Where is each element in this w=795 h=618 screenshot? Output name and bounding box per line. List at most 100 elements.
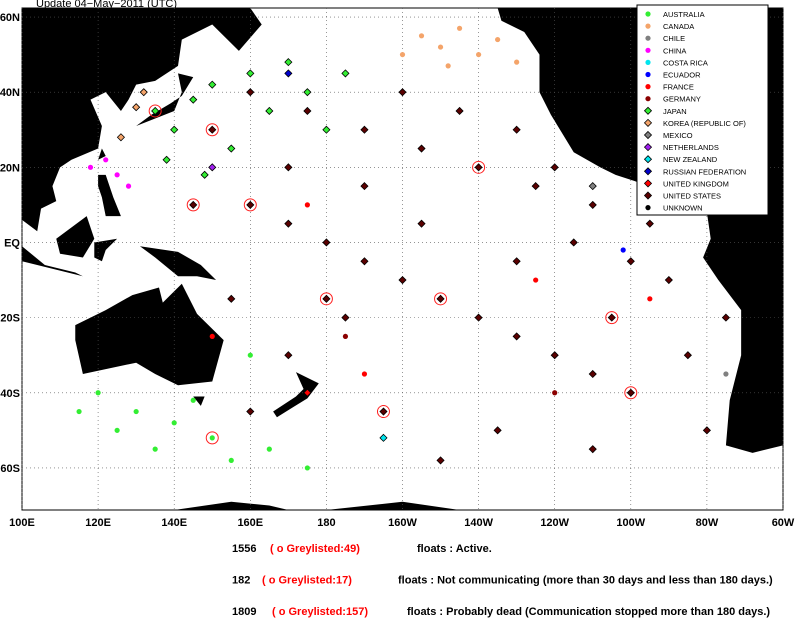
legend-label: CANADA xyxy=(663,22,694,31)
greylist-ring xyxy=(605,311,619,325)
float-marker xyxy=(552,390,558,396)
float-marker xyxy=(103,157,109,163)
y-tick-label: EQ xyxy=(4,237,20,249)
float-marker xyxy=(246,200,255,209)
legend-label: CHILE xyxy=(663,34,685,43)
x-tick-label: 100W xyxy=(616,517,645,529)
y-tick-label: 40N xyxy=(0,87,20,99)
y-tick-label: 60S xyxy=(0,463,20,475)
float-marker xyxy=(265,106,274,116)
float-marker xyxy=(151,106,160,116)
float-marker xyxy=(495,36,501,43)
y-tick-label: 40S xyxy=(0,388,20,400)
legend-marker xyxy=(643,179,653,188)
float-marker xyxy=(284,58,293,67)
float-marker xyxy=(455,106,464,116)
float-marker xyxy=(209,333,215,340)
float-marker xyxy=(284,351,293,360)
ticks: 100E 120E 140E 160E 180 160W 140W 120W 100W 80W 60… xyxy=(0,12,795,529)
float-marker xyxy=(284,219,293,228)
legend-label: RUSSIAN FEDERATION xyxy=(663,167,746,176)
float-marker xyxy=(266,446,272,452)
float-marker xyxy=(550,163,559,172)
legend-label: CHINA xyxy=(663,46,686,55)
float-count: 1809 xyxy=(232,606,256,618)
float-marker xyxy=(246,69,255,78)
float-marker xyxy=(588,445,597,454)
legend-marker xyxy=(645,96,651,102)
float-marker xyxy=(246,88,255,97)
x-tick-label: 100E xyxy=(9,517,35,529)
float-marker xyxy=(87,164,94,170)
landmass xyxy=(136,73,194,126)
legend-marker xyxy=(645,11,651,17)
greylisted-count: ( o Greylisted:157) xyxy=(272,606,368,618)
float-marker xyxy=(702,426,711,435)
float-marker xyxy=(342,333,349,340)
float-marker xyxy=(418,33,425,39)
greylist-ring xyxy=(434,292,448,306)
legend-marker xyxy=(643,155,653,164)
float-marker xyxy=(284,69,293,78)
y-tick-label: 60N xyxy=(0,12,20,24)
float-marker xyxy=(512,125,521,134)
greylist-ring xyxy=(148,104,162,118)
status-text: floats : Active. xyxy=(417,543,492,555)
float-marker xyxy=(132,103,141,112)
float-marker xyxy=(247,352,253,358)
float-marker xyxy=(588,369,597,379)
float-marker xyxy=(723,371,729,377)
float-marker xyxy=(303,88,312,97)
legend-marker xyxy=(643,130,653,140)
float-marker xyxy=(417,144,426,153)
greylist-ring xyxy=(186,198,200,212)
landmass xyxy=(174,501,289,510)
landmass xyxy=(193,396,205,406)
float-marker xyxy=(228,457,234,464)
legend-marker xyxy=(645,71,651,78)
float-marker xyxy=(304,465,310,471)
float-marker xyxy=(189,200,198,209)
landmass xyxy=(273,372,319,418)
float-marker xyxy=(209,435,215,441)
float-marker xyxy=(588,182,597,191)
greylisted-count: ( o Greylisted:49) xyxy=(270,543,360,555)
float-marker xyxy=(620,247,626,253)
legend-label: AUSTRALIA xyxy=(663,10,705,19)
float-marker xyxy=(200,170,209,179)
float-marker xyxy=(683,351,692,360)
float-marker xyxy=(322,125,331,134)
float-marker xyxy=(152,446,158,452)
float-marker xyxy=(533,277,539,283)
legend-marker xyxy=(645,84,651,90)
float-marker xyxy=(322,294,331,303)
legend-label: GERMANY xyxy=(663,95,701,104)
float-marker xyxy=(647,296,653,302)
greylist-ring xyxy=(243,198,257,212)
float-marker xyxy=(398,275,407,285)
legend-label: COSTA RICA xyxy=(663,58,708,67)
x-tick-label: 140W xyxy=(464,517,493,529)
float-marker xyxy=(303,106,312,116)
float-marker xyxy=(304,202,310,208)
legend-marker xyxy=(643,118,653,127)
landmass xyxy=(75,283,224,386)
float-marker xyxy=(379,433,388,442)
float-marker xyxy=(493,426,502,435)
float-marker xyxy=(162,155,171,164)
float-marker xyxy=(436,456,445,465)
float-marker xyxy=(114,427,120,433)
float-marker xyxy=(437,44,444,50)
legend-marker xyxy=(645,205,651,211)
float-marker xyxy=(227,294,236,303)
legend: AUSTRALIA CANADA CHILE CHINA COSTA RICA ECUAD… xyxy=(643,10,746,213)
legend-label: NETHERLANDS xyxy=(663,143,719,152)
y-tick-label: 20S xyxy=(0,313,20,325)
float-marker xyxy=(531,182,540,191)
x-tick-label: 140E xyxy=(161,517,187,529)
x-tick-label: 160E xyxy=(237,517,263,529)
legend-label: UNITED KINGDOM xyxy=(663,179,729,188)
legend-marker xyxy=(645,47,651,53)
landmass xyxy=(326,501,460,510)
float-marker xyxy=(208,125,217,134)
